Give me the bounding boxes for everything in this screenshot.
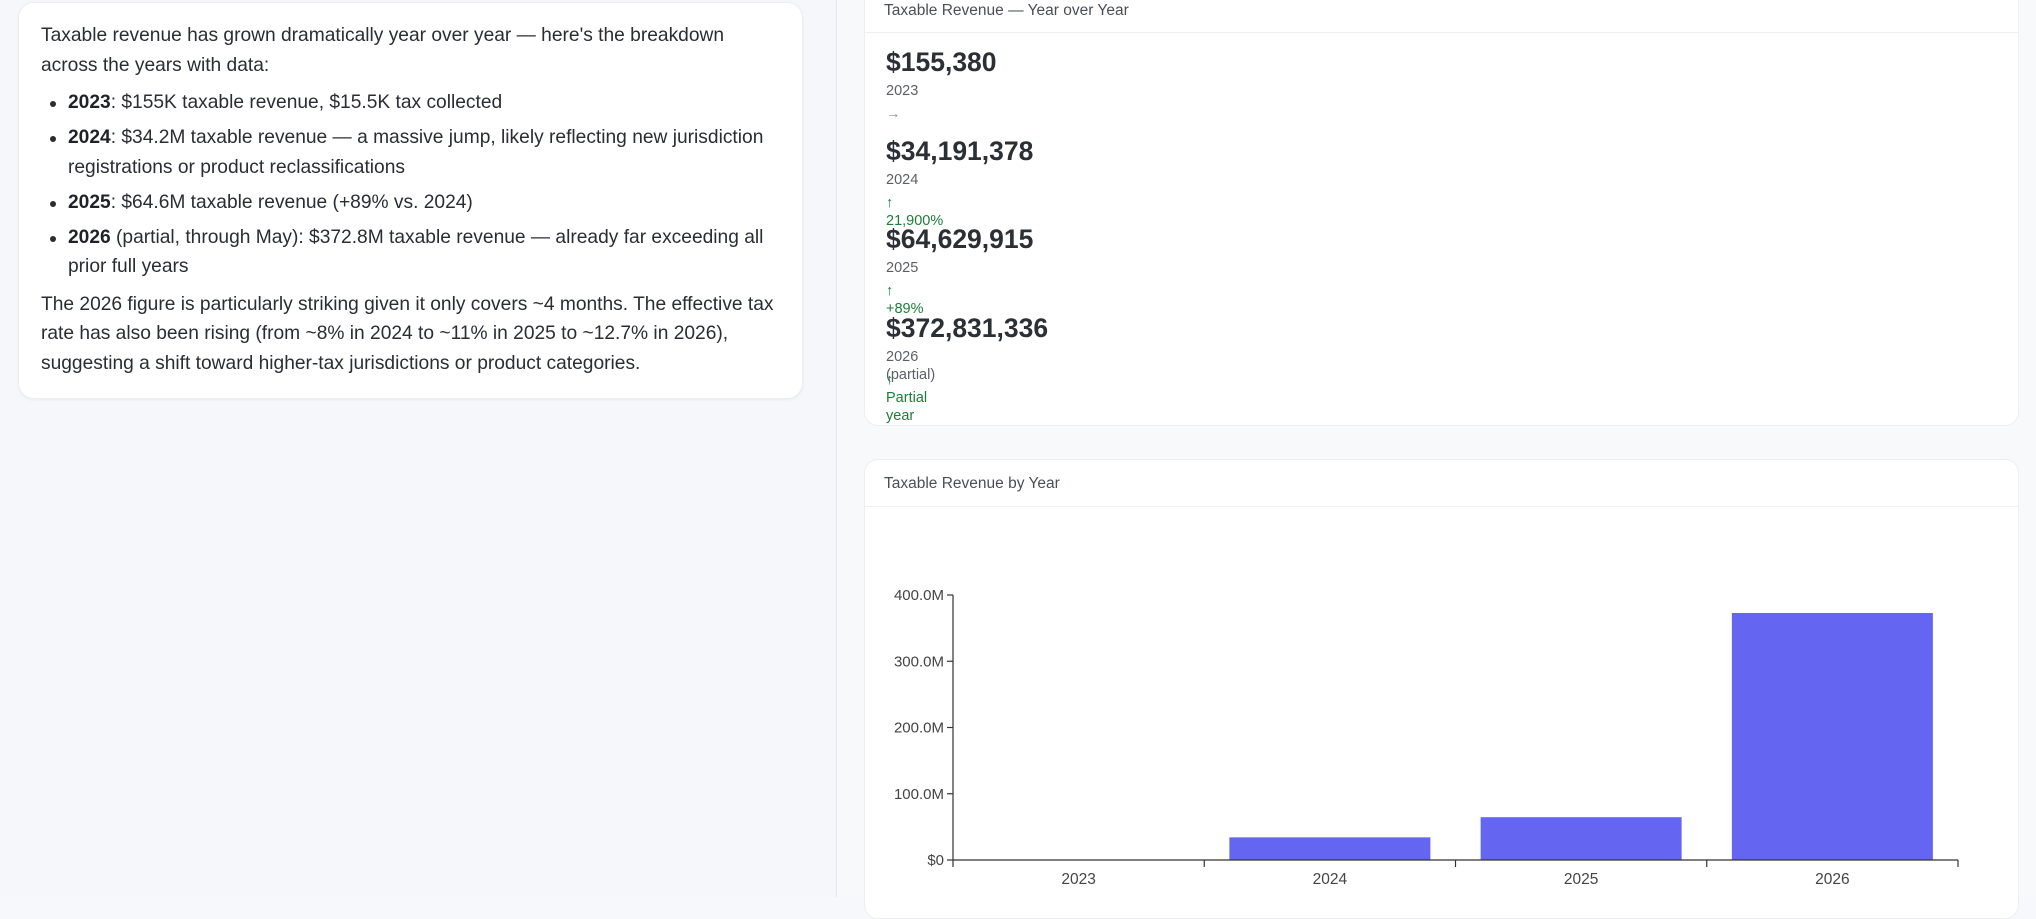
- chat-pane: Taxable revenue has grown dramatically y…: [0, 0, 836, 897]
- bar-chart: $0 100.0M 200.0M 300.0M 400.0M 2023 2024 2025 20…: [865, 460, 2019, 898]
- yoy-value: $64,629,915: [886, 223, 1033, 255]
- yoy-panel-title: Taxable Revenue — Year over Year: [865, 0, 2018, 33]
- yoy-value: $155,380: [886, 46, 997, 78]
- message-outro: The 2026 figure is particularly striking…: [41, 290, 780, 379]
- yoy-value: $34,191,378: [886, 135, 1033, 167]
- bar-2026: [1732, 613, 1933, 860]
- list-item: 2024: $34.2M taxable revenue — a massive…: [41, 123, 780, 182]
- bullet-text: : $34.2M taxable revenue — a massive jum…: [68, 127, 763, 178]
- y-tick-label: 100.0M: [894, 786, 944, 803]
- list-item: 2025: $64.6M taxable revenue (+89% vs. 2…: [41, 188, 780, 218]
- x-tick-label: 2025: [1564, 871, 1598, 888]
- bullet-text: : $64.6M taxable revenue (+89% vs. 2024): [111, 192, 473, 213]
- y-tick-label: 200.0M: [894, 720, 944, 737]
- bullet-text: (partial, through May): $372.8M taxable …: [68, 227, 763, 278]
- yoy-value: $372,831,336: [886, 312, 1048, 344]
- x-tick-label: 2026: [1815, 871, 1849, 888]
- list-item: 2026 (partial, through May): $372.8M tax…: [41, 223, 780, 282]
- yoy-year: 2023: [886, 82, 918, 100]
- x-tick-label: 2023: [1061, 871, 1095, 888]
- yoy-year: 2024: [886, 171, 918, 189]
- y-tick-label: 400.0M: [894, 587, 944, 604]
- bullet-year: 2024: [68, 127, 111, 148]
- bullet-year: 2025: [68, 192, 111, 213]
- message-bullet-list: 2023: $155K taxable revenue, $15.5K tax …: [41, 88, 780, 282]
- y-tick-label: 300.0M: [894, 653, 944, 670]
- yoy-year: 2025: [886, 259, 918, 277]
- bullet-year: 2023: [68, 92, 111, 113]
- x-tick-label: 2024: [1313, 871, 1348, 888]
- bar-2024: [1229, 837, 1430, 860]
- message-intro: Taxable revenue has grown dramatically y…: [41, 21, 780, 80]
- y-tick-label: $0: [927, 852, 944, 869]
- yoy-change-neutral: →: [886, 105, 901, 123]
- assistant-message: Taxable revenue has grown dramatically y…: [18, 2, 803, 399]
- bar-2025: [1481, 817, 1682, 860]
- list-item: 2023: $155K taxable revenue, $15.5K tax …: [41, 88, 780, 118]
- yoy-panel: Taxable Revenue — Year over Year $155,38…: [864, 0, 2019, 426]
- yoy-panel-title-text: Taxable Revenue — Year over Year: [884, 2, 1129, 19]
- yoy-change-up: ↑ Partial year: [886, 371, 927, 425]
- bullet-text: : $155K taxable revenue, $15.5K tax coll…: [111, 92, 502, 113]
- bullet-year: 2026: [68, 227, 111, 248]
